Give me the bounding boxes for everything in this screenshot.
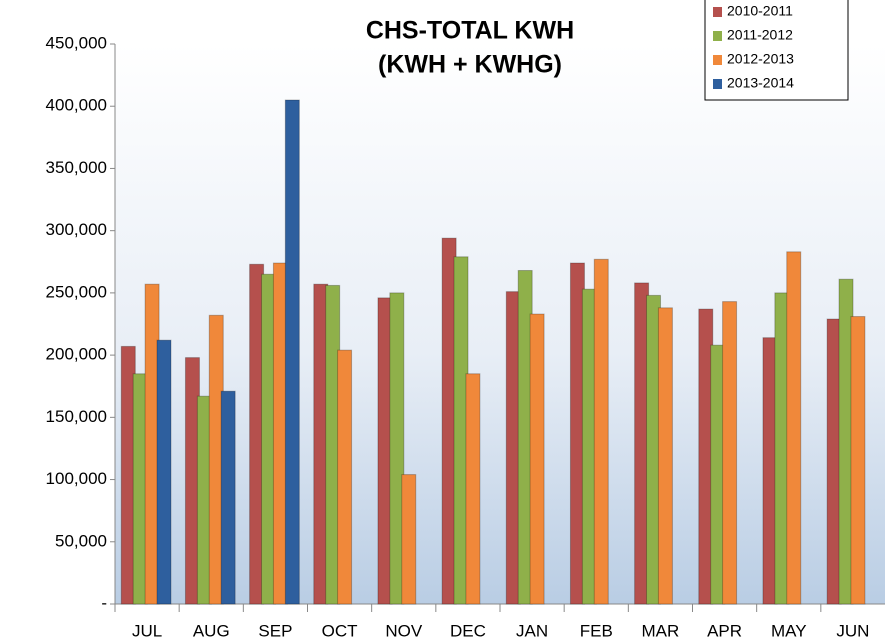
- bar: [786, 251, 802, 605]
- bar: [156, 339, 172, 605]
- y-tick-label: 50,000: [55, 531, 107, 550]
- chart-title: CHS-TOTAL KWH: [366, 17, 574, 45]
- x-tick-label: SEP: [258, 621, 292, 640]
- x-tick-label: OCT: [322, 621, 358, 640]
- bar: [593, 258, 609, 605]
- x-tick-label: FEB: [580, 621, 613, 640]
- bar: [220, 390, 236, 605]
- legend-label: 2013-2014: [727, 75, 794, 91]
- plot-area: [115, 44, 885, 604]
- y-tick-label: 300,000: [46, 220, 107, 239]
- y-tick-label: 350,000: [46, 158, 107, 177]
- bar: [722, 301, 738, 605]
- legend: [704, 0, 849, 101]
- y-tick-label: -: [101, 593, 107, 612]
- bar: [337, 349, 353, 605]
- bar: [401, 474, 417, 605]
- x-tick-label: JAN: [516, 621, 548, 640]
- legend-label: 2012-2013: [727, 51, 794, 67]
- legend-swatch: [713, 31, 722, 41]
- y-tick-label: 450,000: [46, 33, 107, 52]
- legend-swatch: [713, 79, 722, 89]
- x-tick-label: APR: [707, 621, 742, 640]
- bar: [657, 307, 673, 605]
- bar: [284, 99, 300, 605]
- legend-swatch: [713, 55, 722, 65]
- legend-label: 2010-2011: [727, 3, 793, 19]
- x-tick-label: MAR: [642, 621, 680, 640]
- x-tick-label: DEC: [450, 621, 486, 640]
- x-tick-label: JUL: [132, 621, 162, 640]
- x-tick-label: JUN: [836, 621, 869, 640]
- bar: [389, 292, 405, 605]
- chart-subtitle: (KWH + KWHG): [378, 51, 562, 79]
- legend-label: 2011-2012: [727, 27, 793, 43]
- bar: [529, 313, 545, 605]
- y-tick-label: 250,000: [46, 282, 107, 301]
- y-tick-label: 400,000: [46, 96, 107, 115]
- y-tick-label: 100,000: [46, 469, 107, 488]
- y-tick-label: 200,000: [46, 345, 107, 364]
- bar: [850, 316, 866, 605]
- bar: [465, 373, 481, 605]
- x-tick-label: MAY: [771, 621, 807, 640]
- legend-swatch: [713, 7, 722, 17]
- y-tick-label: 150,000: [46, 407, 107, 426]
- x-tick-label: AUG: [193, 621, 230, 640]
- x-tick-label: NOV: [385, 621, 423, 640]
